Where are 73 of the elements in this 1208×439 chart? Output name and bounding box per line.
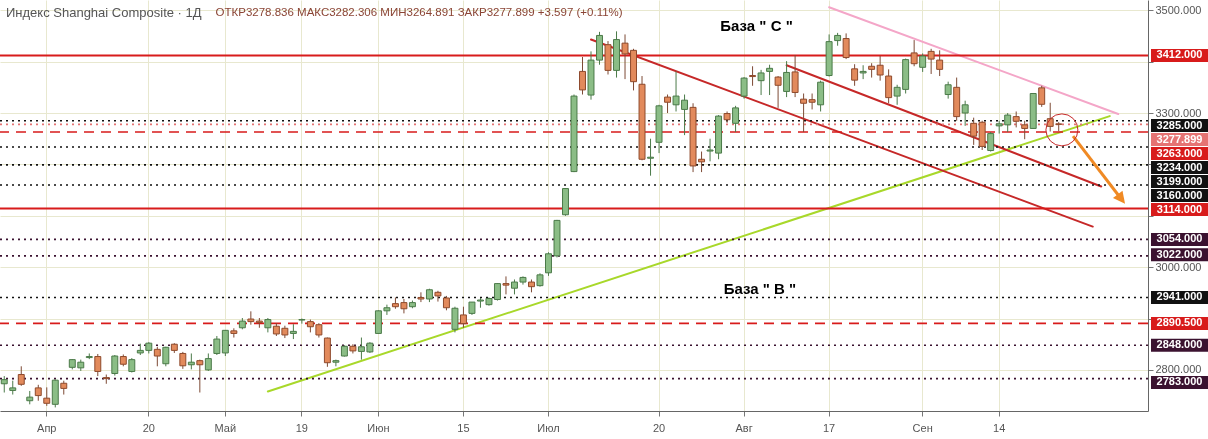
candlestick <box>213 335 221 356</box>
candlestick <box>434 290 442 303</box>
candlestick <box>1038 85 1046 108</box>
y-tick-label: 2800.000 <box>1155 363 1202 376</box>
candlestick <box>791 54 799 98</box>
candlestick <box>723 110 731 124</box>
candlestick <box>43 386 51 407</box>
annotation: База " С " <box>720 16 793 34</box>
candlestick <box>757 69 765 96</box>
candlestick <box>153 346 161 367</box>
candlestick <box>94 353 102 377</box>
ref-line-label: 3199.000 <box>1156 174 1203 187</box>
candlestick <box>851 63 859 87</box>
candlestick <box>647 138 655 177</box>
x-tick-label: Июн <box>367 421 390 434</box>
x-tick-label: 15 <box>457 421 470 434</box>
x-tick-label: Май <box>214 421 237 434</box>
candlestick <box>859 64 867 80</box>
candlestick <box>774 75 782 109</box>
ref-line-label: 3022.000 <box>1156 247 1203 260</box>
ref-line-label: 3054.000 <box>1156 232 1203 245</box>
candlestick <box>196 359 204 394</box>
candlestick <box>451 306 459 333</box>
ref-line-label: 2941.000 <box>1156 290 1203 303</box>
ref-line-label: 3263.000 <box>1156 146 1203 159</box>
ref-line-label: 2783.000 <box>1156 375 1203 388</box>
x-tick-label: Сен <box>912 421 933 434</box>
x-tick-label: 20 <box>652 421 666 434</box>
x-tick-label: 20 <box>142 421 155 434</box>
ref-line-label: 2890.500 <box>1156 316 1203 329</box>
candlestick <box>664 94 672 114</box>
x-tick-label: 17 <box>822 421 836 434</box>
candlestick <box>111 354 119 377</box>
ref-line-label: 3412.000 <box>1156 48 1203 61</box>
candlestick <box>221 329 229 357</box>
candlestick <box>579 56 586 96</box>
candlestick <box>817 80 825 112</box>
candlestick <box>970 117 978 146</box>
candlestick <box>732 105 740 133</box>
x-tick-label: 19 <box>295 421 309 434</box>
candlestick <box>17 365 25 387</box>
candlestick <box>766 64 774 96</box>
x-tick-label: Апр <box>37 421 57 434</box>
candlestick <box>502 275 510 295</box>
candlestick <box>783 60 791 98</box>
candlestick <box>749 65 757 87</box>
chart-title: Индекс Shanghai Composite · 1Д <box>6 5 202 20</box>
candlestick <box>230 327 238 339</box>
ref-line-label: 3277.899 <box>1156 132 1203 145</box>
candlestick <box>842 32 850 60</box>
annotation: База " В " <box>723 279 797 297</box>
candlestick <box>298 318 306 325</box>
candlestick <box>961 100 969 127</box>
ref-line-label: 2848.000 <box>1156 338 1203 351</box>
candlestick <box>740 76 748 100</box>
candlestick <box>919 52 927 73</box>
candlestick <box>910 39 918 67</box>
y-tick-label: 3500.000 <box>1155 3 1202 16</box>
ref-line-label: 3160.000 <box>1156 188 1203 201</box>
candlestick <box>459 306 467 329</box>
x-tick-label: 14 <box>993 421 1006 434</box>
text: ОТКР3278.836 МАКС3282.306 МИН3264.891 ЗАКР3277.899 +3.597 (+0.11%) <box>215 6 623 18</box>
candlestick <box>987 131 995 153</box>
candlestick <box>247 310 255 326</box>
y-tick-label: 3300.000 <box>1155 106 1202 119</box>
candlestick <box>417 291 425 303</box>
ref-line-label: 3285.000 <box>1156 118 1203 131</box>
y-tick-label: 3000.000 <box>1155 260 1202 273</box>
ref-line-label: 3114.000 <box>1156 202 1203 215</box>
candlestick <box>1021 120 1029 140</box>
x-tick-label: Авг <box>735 421 753 434</box>
ref-line-label: 3234.000 <box>1156 160 1203 173</box>
x-tick-label: Июл <box>537 421 560 434</box>
